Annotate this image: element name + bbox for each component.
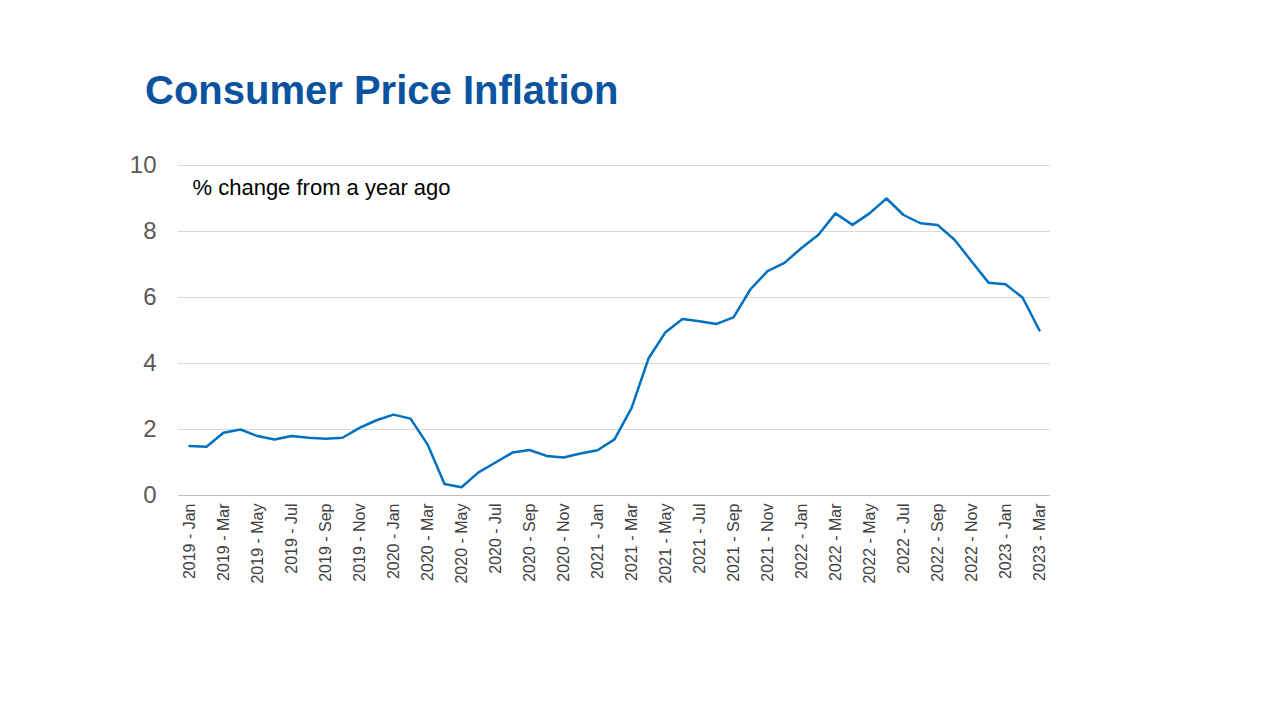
svg-text:2022 - Jul: 2022 - Jul [895,504,912,574]
svg-text:2020 - Jan: 2020 - Jan [385,504,402,580]
svg-text:% change from a year ago: % change from a year ago [193,175,451,200]
svg-text:2021 - Nov: 2021 - Nov [759,504,776,582]
svg-text:8: 8 [143,217,156,244]
svg-text:0: 0 [143,481,156,508]
svg-text:2: 2 [143,415,156,442]
svg-text:10: 10 [130,151,157,178]
svg-text:2021 - May: 2021 - May [657,504,674,584]
svg-text:2020 - Nov: 2020 - Nov [555,504,572,582]
svg-text:6: 6 [143,283,156,310]
svg-text:2021 - Mar: 2021 - Mar [623,503,640,581]
svg-text:2021 - Sep: 2021 - Sep [725,503,742,581]
svg-text:2021 - Jul: 2021 - Jul [691,504,708,574]
svg-text:2019 - Sep: 2019 - Sep [317,503,334,581]
svg-text:2022 - Sep: 2022 - Sep [929,503,946,581]
svg-text:4: 4 [143,349,156,376]
svg-text:2022 - Jan: 2022 - Jan [793,504,810,580]
svg-text:2020 - Jul: 2020 - Jul [487,504,504,574]
svg-text:2019 - Mar: 2019 - Mar [215,503,232,581]
svg-text:2020 - May: 2020 - May [453,504,470,584]
svg-text:2020 - Mar: 2020 - Mar [419,503,436,581]
svg-text:2022 - Mar: 2022 - Mar [827,503,844,581]
svg-text:2022 - Nov: 2022 - Nov [963,504,980,582]
html-text:Consumer Price Inflation: Consumer Price Inflation [145,68,619,112]
svg-text:2022 - May: 2022 - May [861,504,878,584]
svg-text:2023 - Mar: 2023 - Mar [1031,503,1048,581]
svg-text:2023 - Jan: 2023 - Jan [997,504,1014,580]
svg-text:2019 - Jan: 2019 - Jan [181,504,198,580]
svg-text:2021 - Jan: 2021 - Jan [589,504,606,580]
svg-text:2020 - Sep: 2020 - Sep [521,503,538,581]
svg-text:2019 - Jul: 2019 - Jul [283,504,300,574]
svg-text:2019 - Nov: 2019 - Nov [351,504,368,582]
svg-text:2019 - May: 2019 - May [249,504,266,584]
